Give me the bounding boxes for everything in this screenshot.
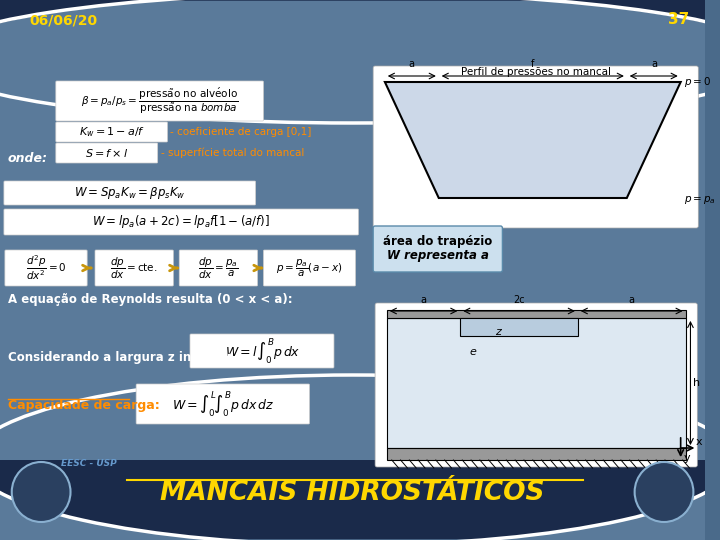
FancyBboxPatch shape [373, 226, 503, 272]
Text: EESC - USP: EESC - USP [60, 458, 117, 468]
Text: MANCAIS HIDROSTÁTICOS: MANCAIS HIDROSTÁTICOS [161, 480, 545, 506]
Text: $\dfrac{dp}{dx}=\dfrac{p_a}{a}$: $\dfrac{dp}{dx}=\dfrac{p_a}{a}$ [198, 255, 238, 281]
Text: $\dfrac{d^2p}{dx^2}=0$: $\dfrac{d^2p}{dx^2}=0$ [26, 254, 66, 282]
Text: h: h [693, 378, 701, 388]
FancyBboxPatch shape [56, 81, 264, 121]
Text: $p=p_a$: $p=p_a$ [683, 194, 716, 206]
Text: A equação de Reynolds resulta (0 < x < a):: A equação de Reynolds resulta (0 < x < a… [8, 294, 292, 307]
Text: $W = lp_a(a+2c) = lp_a f\left[1-(a/f)\right]$: $W = lp_a(a+2c) = lp_a f\left[1-(a/f)\ri… [92, 213, 270, 231]
Text: área do trapézio: área do trapézio [383, 234, 492, 247]
Text: Capacidade de carga:: Capacidade de carga: [8, 399, 160, 411]
Text: 37: 37 [668, 12, 689, 28]
FancyBboxPatch shape [375, 303, 697, 467]
FancyBboxPatch shape [179, 250, 258, 286]
Text: $S = f \times l$: $S = f \times l$ [85, 147, 128, 159]
FancyBboxPatch shape [5, 250, 87, 286]
Text: $W = Sp_a K_w = \beta p_s K_w$: $W = Sp_a K_w = \beta p_s K_w$ [74, 185, 186, 201]
Text: - superfície total do mancal: - superfície total do mancal [161, 148, 304, 158]
Text: Perfil de pressões no mancal: Perfil de pressões no mancal [461, 67, 611, 77]
FancyBboxPatch shape [190, 334, 334, 368]
Text: $p=\dfrac{p_a}{a}(a-x)$: $p=\dfrac{p_a}{a}(a-x)$ [276, 258, 343, 279]
Text: onde:: onde: [8, 152, 48, 165]
Text: $p=0$: $p=0$ [683, 75, 711, 89]
FancyBboxPatch shape [4, 209, 359, 235]
FancyBboxPatch shape [56, 122, 168, 142]
Text: a: a [420, 295, 426, 305]
Text: e: e [469, 347, 476, 357]
Text: - coeficiente de carga [0,1]: - coeficiente de carga [0,1] [171, 127, 312, 137]
Circle shape [12, 462, 71, 522]
Bar [387, 310, 685, 318]
Polygon shape [385, 82, 680, 198]
Text: $\dfrac{dp}{dx}=\mathrm{cte.}$: $\dfrac{dp}{dx}=\mathrm{cte.}$ [110, 255, 158, 281]
Text: Considerando a largura z infinita:: Considerando a largura z infinita: [8, 352, 231, 365]
Text: 06/06/20: 06/06/20 [30, 13, 97, 27]
Text: $K_w = 1-a/f$: $K_w = 1-a/f$ [78, 125, 145, 139]
Bar [387, 318, 685, 448]
FancyBboxPatch shape [136, 384, 310, 424]
Text: $\beta = p_a/p_s = \dfrac{\mathrm{press\tilde{a}o\ no\ alv\'{e}olo}}{\mathrm{pre: $\beta = p_a/p_s = \dfrac{\mathrm{press\… [81, 86, 238, 116]
FancyBboxPatch shape [56, 143, 158, 163]
Text: $W = \int_0^L \!\int_0^B p\,dx\,dz$: $W = \int_0^L \!\int_0^B p\,dx\,dz$ [172, 389, 274, 419]
Text: W representa a: W representa a [387, 248, 489, 261]
FancyBboxPatch shape [4, 181, 256, 205]
Text: 2c: 2c [513, 295, 525, 305]
Bar [0, 460, 705, 540]
Text: f: f [531, 59, 534, 69]
Circle shape [634, 462, 693, 522]
Text: $W = l\int_0^B p\,dx$: $W = l\int_0^B p\,dx$ [225, 336, 300, 366]
FancyBboxPatch shape [373, 66, 698, 228]
Text: a: a [629, 295, 635, 305]
FancyBboxPatch shape [95, 250, 174, 286]
FancyBboxPatch shape [264, 250, 356, 286]
Bar [460, 318, 578, 336]
Text: z: z [495, 327, 500, 337]
Text: x: x [696, 437, 702, 447]
Text: a: a [651, 59, 657, 69]
Text: y: y [683, 453, 690, 463]
Text: a: a [408, 59, 414, 69]
Bar [387, 448, 685, 460]
